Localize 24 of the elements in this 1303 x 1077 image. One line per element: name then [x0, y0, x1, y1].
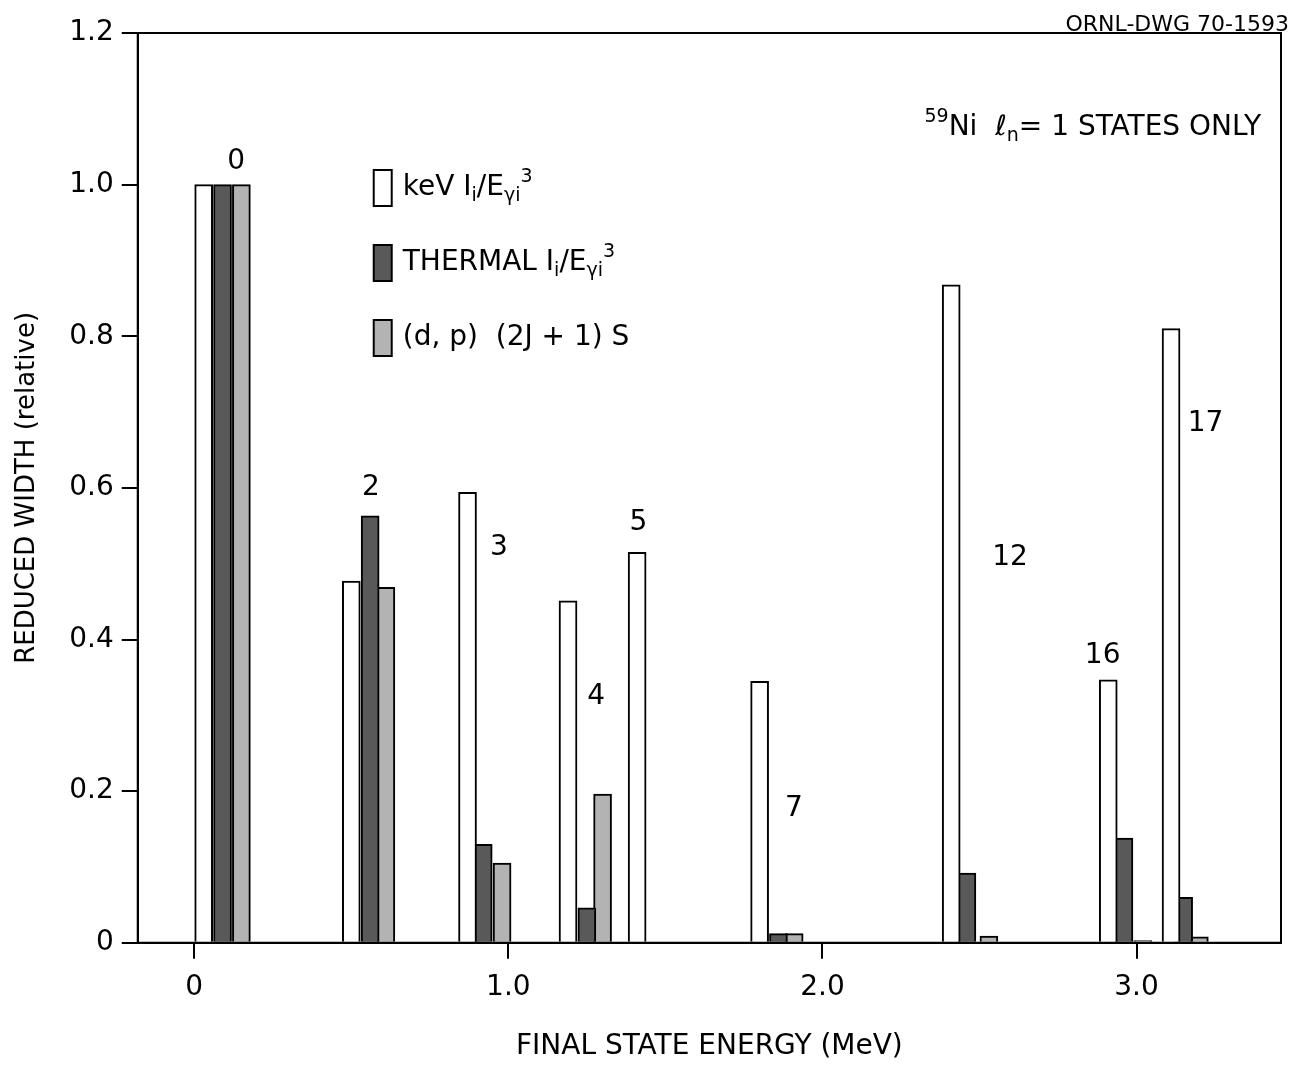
y-tick-label: 0	[95, 924, 114, 958]
annotation: 16	[1084, 636, 1121, 670]
y-axis-title: REDUCED WIDTH (relative)	[10, 311, 41, 664]
annotation: 3	[490, 529, 508, 563]
annotation: 2	[362, 469, 380, 503]
y-tick-label: 0.8	[69, 317, 114, 351]
annotation: 7	[785, 790, 803, 824]
annotation: 12	[992, 539, 1028, 573]
y-tick-label: 0.6	[69, 469, 114, 503]
y-tick-label: 0.2	[69, 772, 114, 806]
annotation: 0	[227, 142, 245, 176]
annotation: 4	[587, 678, 606, 712]
x-tick-label: 3.0	[1114, 968, 1159, 1002]
annotation: 17	[1187, 405, 1224, 439]
y-tick-label: 1.2	[69, 14, 114, 48]
x-tick-label: 0	[185, 968, 204, 1002]
x-axis-title: FINAL STATE ENERGY (MeV)	[515, 1028, 903, 1062]
x-tick-label: 2.0	[800, 968, 845, 1002]
y-tick-label: 0.4	[69, 620, 114, 654]
y-tick-label: 1.0	[69, 165, 114, 199]
annotation: ORNL-DWG 70-1593	[1065, 10, 1290, 36]
x-tick-label: 1.0	[486, 968, 531, 1002]
annotation: 5	[629, 503, 648, 537]
legend-label: (d, p) (2J + 1) S	[402, 319, 630, 353]
